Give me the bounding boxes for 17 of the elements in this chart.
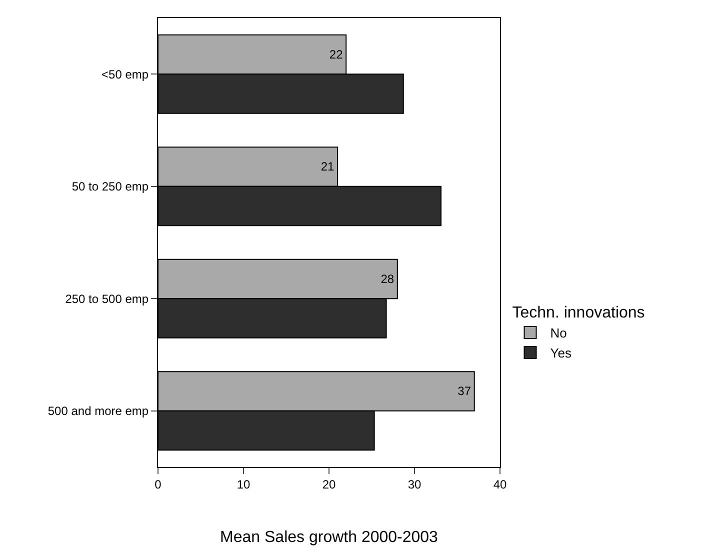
data-label: 21 <box>320 160 335 174</box>
legend-label: Yes <box>550 346 572 361</box>
y-tick-label: 500 and more emp <box>48 404 149 418</box>
legend-title: Techn. innovations <box>512 304 645 322</box>
data-label: 28 <box>380 272 394 286</box>
legend-label: No <box>550 326 567 341</box>
y-tick-label: 50 to 250 emp <box>72 180 149 194</box>
x-axis-title: Mean Sales growth 2000-2003 <box>220 529 438 546</box>
data-label: 22 <box>329 47 344 62</box>
x-tick-label: 10 <box>236 477 250 492</box>
x-tick-label: 30 <box>408 477 422 492</box>
y-tick-label: 250 to 500 emp <box>65 292 149 306</box>
x-tick-label: 40 <box>493 477 507 492</box>
y-tick-label: <50 emp <box>102 67 149 82</box>
x-tick-label: 0 <box>154 477 162 492</box>
x-tick-label: 20 <box>322 477 336 492</box>
data-label: 37 <box>458 384 472 398</box>
